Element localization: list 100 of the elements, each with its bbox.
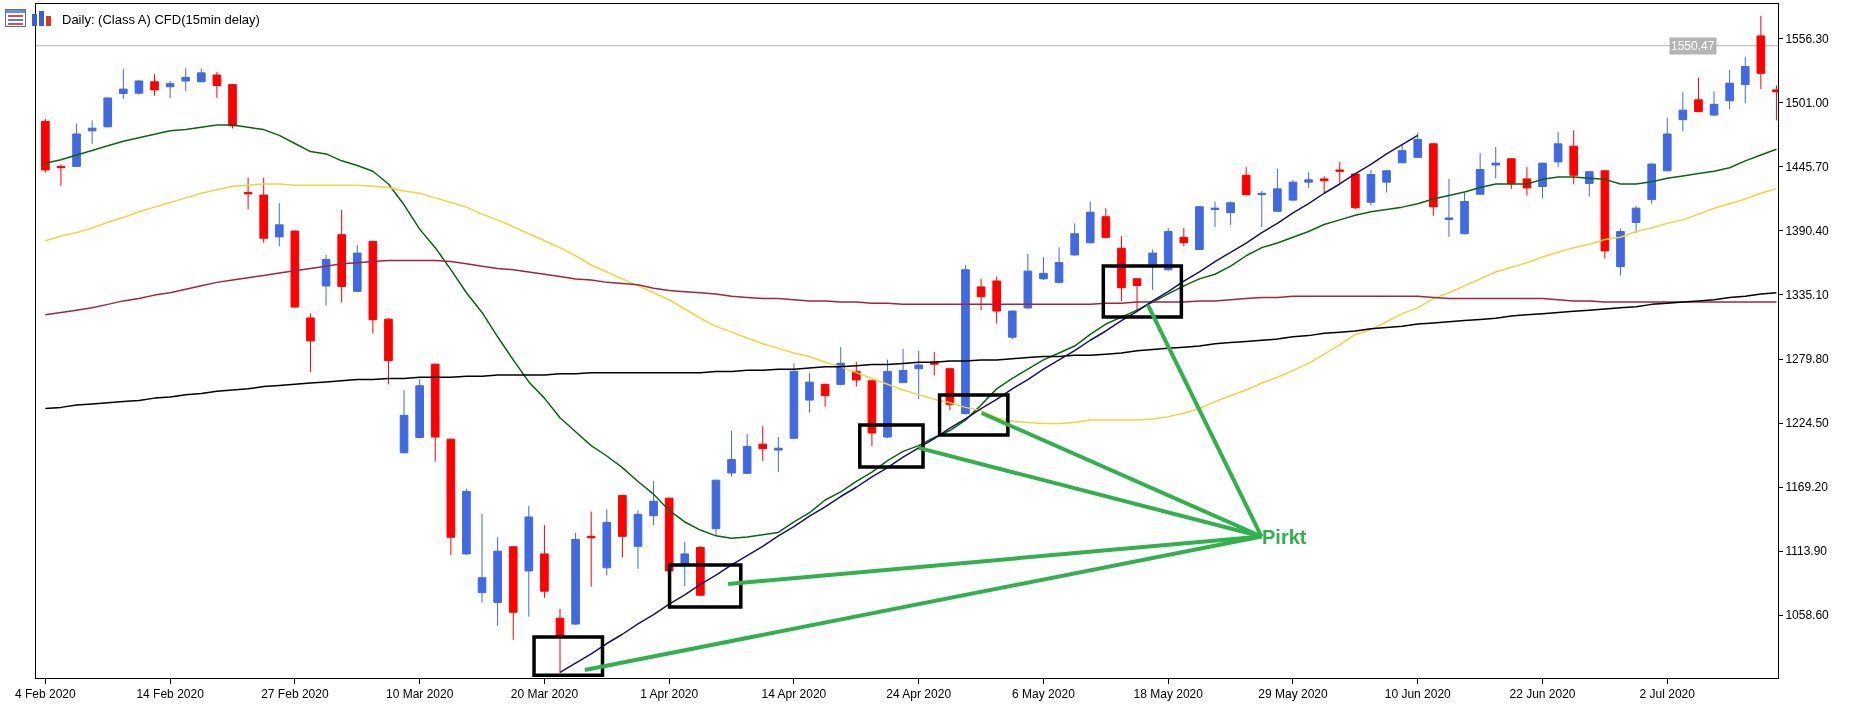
x-tick-label: 14 Feb 2020 — [136, 687, 205, 702]
candlestick — [1366, 169, 1376, 207]
y-tick-label: 1224.50 — [1785, 416, 1830, 431]
candlestick — [1647, 162, 1656, 205]
candlestick — [1460, 191, 1469, 235]
candlestick — [1054, 246, 1064, 285]
candlestick — [649, 480, 658, 526]
candlestick — [820, 383, 830, 408]
candlestick — [1319, 175, 1329, 194]
candlestick — [1351, 173, 1360, 210]
candlestick — [1694, 77, 1703, 113]
y-tick-label: 1501.00 — [1785, 96, 1830, 111]
candlestick — [1007, 309, 1017, 340]
x-tick-label: 4 Feb 2020 — [15, 687, 77, 702]
candlestick — [1662, 117, 1672, 172]
candlestick — [992, 275, 1001, 325]
x-tick-label: 2 Jul 2020 — [1639, 687, 1696, 702]
candlestick — [540, 524, 549, 599]
candlestick — [306, 312, 315, 373]
candlestick — [165, 80, 175, 99]
candlestick — [1538, 162, 1547, 199]
candlestick — [1132, 277, 1142, 311]
candlestick — [1241, 166, 1251, 197]
candlestick — [602, 508, 612, 576]
candlestick — [633, 509, 643, 570]
candlestick — [243, 177, 253, 210]
x-tick-label: 1 Apr 2020 — [640, 687, 699, 702]
candlestick — [1429, 142, 1438, 217]
y-tick-label: 1335.10 — [1785, 288, 1830, 303]
x-tick-label: 6 May 2020 — [1012, 687, 1076, 702]
x-tick-label: 27 Feb 2020 — [261, 687, 329, 702]
candlestick — [399, 389, 409, 455]
candlestick — [290, 229, 300, 309]
candlestick — [742, 433, 752, 475]
candlestick — [914, 350, 924, 400]
y-tick-label: 1390.40 — [1785, 224, 1830, 239]
candlestick — [883, 359, 892, 439]
y-tick-label: 1556.30 — [1785, 32, 1830, 47]
candlestick — [352, 244, 362, 293]
candlestick — [181, 67, 191, 92]
candlestick — [976, 278, 986, 311]
candlestick — [72, 123, 81, 168]
candlestick — [1553, 131, 1563, 168]
candlestick — [1709, 90, 1719, 117]
candlestick — [1569, 129, 1579, 185]
text: Daily: (Class A) CFD(15min delay) — [62, 11, 260, 27]
candlestick — [1288, 179, 1298, 202]
x-tick-label: 10 Jun 2020 — [1384, 687, 1452, 702]
candlestick — [430, 362, 440, 463]
candlestick — [196, 67, 206, 83]
candlestick — [961, 264, 970, 416]
candlestick — [87, 119, 97, 145]
candlestick — [1678, 91, 1688, 132]
candlestick — [571, 532, 580, 626]
y-tick-label: 1445.70 — [1785, 160, 1830, 175]
candlestick — [274, 202, 284, 247]
candlestick — [1179, 227, 1189, 247]
candlestick — [1491, 146, 1501, 180]
candlestick — [384, 317, 393, 385]
candlestick — [1195, 205, 1204, 251]
candlestick — [727, 430, 736, 478]
x-tick-label: 24 Apr 2020 — [886, 687, 952, 702]
annotation: Pirkt — [1262, 526, 1307, 548]
candlestick — [1335, 161, 1345, 184]
y-tick-label: 1169.20 — [1785, 480, 1829, 495]
candlestick — [1740, 56, 1750, 104]
candlestick — [1070, 222, 1079, 257]
candlestick — [150, 73, 159, 97]
candlestick — [1631, 205, 1641, 234]
candlestick — [368, 240, 378, 335]
line-series — [559, 134, 1419, 674]
y-tick-label: 1058.60 — [1785, 608, 1830, 623]
candlestick — [836, 346, 846, 386]
x-tick-label: 22 Jun 2020 — [1509, 687, 1576, 702]
candlestick — [1273, 168, 1282, 213]
candlestick — [1600, 169, 1610, 260]
candlestick — [1226, 200, 1235, 226]
candlestick — [664, 497, 674, 573]
candlestick — [1023, 253, 1033, 310]
candlestick — [1725, 69, 1734, 110]
y-tick-label: 1279.80 — [1785, 352, 1830, 367]
candlestick — [446, 438, 456, 556]
candlestick — [898, 348, 908, 384]
candlestick — [867, 379, 877, 447]
candlestick — [1413, 132, 1423, 159]
candlestick — [493, 536, 502, 627]
candlestick — [1397, 143, 1407, 164]
x-tick-label: 20 Mar 2020 — [510, 687, 579, 702]
candlestick — [758, 425, 768, 462]
candlestick — [1117, 235, 1126, 302]
candlestick — [1756, 15, 1766, 90]
candlestick — [1148, 249, 1157, 291]
candlestick — [1257, 190, 1267, 228]
candlestick — [477, 513, 487, 603]
candlestick — [680, 541, 690, 587]
y-tick-label: 1113.90 — [1785, 544, 1828, 559]
candlestick — [524, 505, 534, 618]
candlestick — [1475, 152, 1485, 196]
candlestick — [462, 488, 471, 556]
candlestick — [1616, 227, 1625, 277]
